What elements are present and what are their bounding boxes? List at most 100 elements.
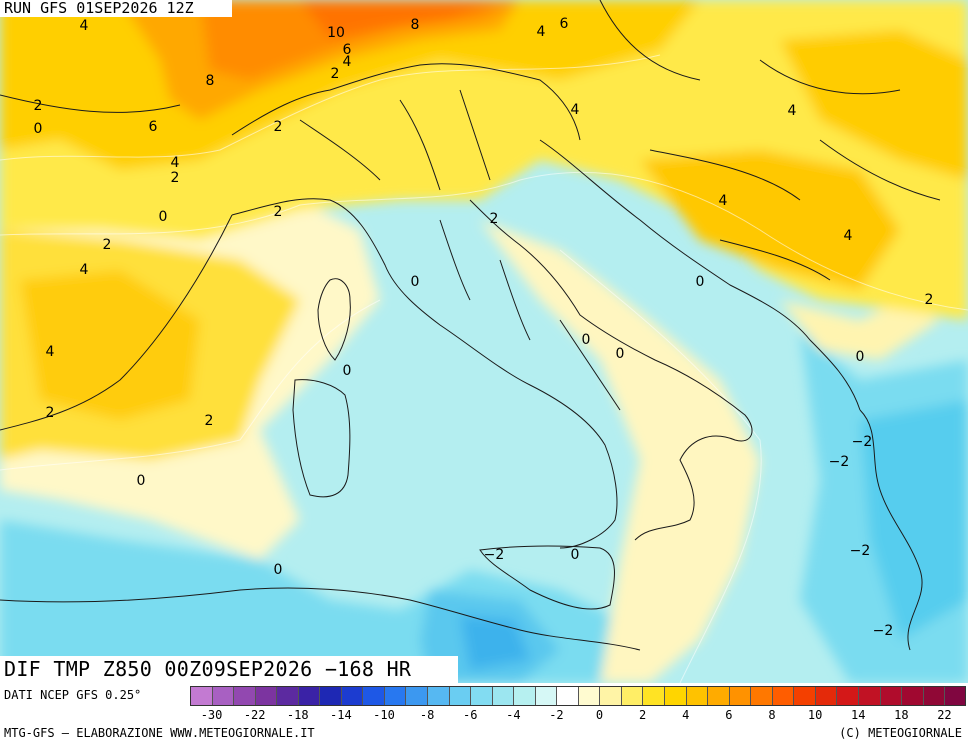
field-shading: [0, 0, 968, 683]
contour-label: 4: [79, 262, 89, 278]
colorbar-swatch: [901, 686, 923, 706]
contour-label: 2: [924, 292, 934, 308]
colorbar-tick-label: 2: [639, 708, 647, 722]
coast-africa: [0, 587, 641, 651]
colorbar-swatch: [879, 686, 902, 706]
colorbar-swatch: [190, 686, 212, 706]
contour-line-2: [0, 54, 661, 161]
colorbar-swatch: [685, 686, 708, 706]
coast-greece: [859, 409, 923, 651]
footer-credit: MTG-GFS — ELABORAZIONE WWW.METEOGIORNALE…: [4, 726, 315, 740]
colorbar-swatch: [771, 686, 794, 706]
coast-italy-west: [231, 198, 618, 549]
border-balkans: [649, 149, 831, 281]
contour-label: 2: [45, 405, 55, 421]
colorbar-tick-label: -10: [373, 708, 395, 722]
colorbar-swatch: [577, 686, 600, 706]
colorbar-tick-label: 8: [768, 708, 776, 722]
contour-label: 8: [410, 17, 420, 33]
contour-label: 0: [136, 473, 146, 489]
field-cyan-3-east: [860, 400, 968, 640]
contour-label: 6: [342, 42, 352, 58]
contour-line-3: [0, 299, 381, 471]
coastlines: [0, 0, 941, 651]
contour-label: 2: [204, 413, 214, 429]
contour-label: 0: [273, 562, 283, 578]
coast-sardinia: [292, 379, 351, 498]
temperature-anomaly-map: [0, 0, 968, 683]
contour-lines: [0, 54, 968, 683]
colorbar-swatch: [276, 686, 298, 706]
colorbar-swatch: [814, 686, 837, 706]
contour-label: −2: [483, 547, 505, 563]
contour-label: 0: [158, 209, 168, 225]
contour-label: 4: [79, 18, 89, 34]
contour-label: 0: [615, 346, 625, 362]
colorbar-swatch: [534, 686, 557, 706]
contour-label: 2: [170, 170, 180, 186]
colorbar-swatch: [297, 686, 320, 706]
colorbar-swatch: [836, 686, 858, 706]
field-orange-core: [200, 0, 520, 80]
contour-label: 4: [45, 344, 55, 360]
colorbar-tick-label: 6: [725, 708, 733, 722]
colorbar-tick-label: 10: [807, 708, 823, 722]
colorbar-swatch: [944, 686, 966, 706]
colorbar-swatch: [857, 686, 880, 706]
contour-label: 0: [570, 547, 580, 563]
contour-label: −2: [849, 543, 871, 559]
colorbar-tick-label: 18: [894, 708, 909, 722]
field-gold-west: [20, 270, 200, 420]
colorbar-tick-label: 0: [595, 708, 604, 722]
colorbar-swatch: [319, 686, 341, 706]
field-gold-east: [780, 30, 968, 180]
colorbar: [190, 686, 966, 706]
coast-france-spain: [0, 214, 233, 431]
contour-label: −2: [851, 434, 873, 450]
colorbar-swatch: [448, 686, 471, 706]
field-cream-adriatic: [480, 220, 760, 683]
colorbar-swatch: [383, 686, 406, 706]
contour-label: 0: [410, 274, 420, 290]
colorbar-swatch: [728, 686, 751, 706]
colorbar-swatch: [793, 686, 815, 706]
colorbar-tick-label: -14: [330, 708, 352, 722]
contour-label: 0: [695, 274, 705, 290]
contour-label: 6: [559, 16, 569, 32]
border-regions-central: [439, 219, 621, 411]
contour-label: −2: [872, 623, 894, 639]
contour-label: 0: [855, 349, 865, 365]
colorbar-swatch: [556, 686, 578, 706]
colorbar-swatch: [405, 686, 428, 706]
colorbar-swatch: [642, 686, 665, 706]
contour-label: 4: [536, 24, 546, 40]
colorbar-swatch: [254, 686, 277, 706]
colorbar-swatch: [599, 686, 621, 706]
colorbar-swatch: [211, 686, 234, 706]
contour-label: 0: [342, 363, 352, 379]
border-europe: [0, 0, 941, 201]
source-label: DATI NCEP GFS 0.25°: [4, 688, 142, 702]
border-alps: [231, 63, 581, 141]
colorbar-tick-label: -4: [506, 708, 521, 722]
contour-label: 0: [33, 121, 43, 137]
colorbar-tick-label: -30: [200, 708, 223, 722]
field-cream-balkans: [780, 300, 940, 360]
contour-label: 4: [718, 193, 728, 209]
coast-sicily: [479, 545, 615, 610]
colorbar-swatch: [513, 686, 535, 706]
colorbar-tick-label: 22: [937, 708, 952, 722]
colorbar-swatch: [340, 686, 363, 706]
colorbar-tick-label: 14: [850, 708, 866, 722]
coast-corsica: [317, 278, 351, 361]
contour-line-4: [559, 249, 762, 683]
contour-label: 2: [273, 119, 283, 135]
contour-label: 2: [489, 211, 499, 227]
contour-label: 10: [327, 25, 345, 41]
contour-label: 4: [170, 155, 180, 171]
footer-copyright: (C) METEOGIORNALE: [839, 726, 962, 740]
contour-label: 4: [843, 228, 853, 244]
colorbar-tick-label: -22: [243, 708, 266, 722]
colorbar-swatch: [427, 686, 449, 706]
colorbar-swatch: [750, 686, 772, 706]
